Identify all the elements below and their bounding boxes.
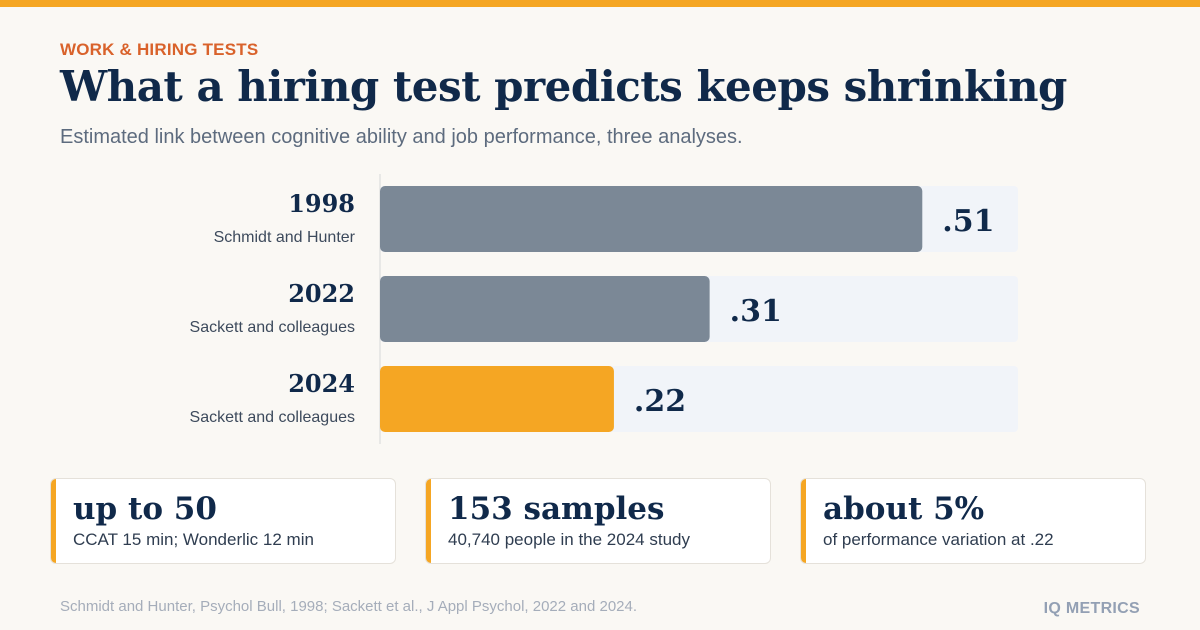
bar-value-label: .31 xyxy=(730,294,782,329)
category-source-label: Sackett and colleagues xyxy=(190,409,355,426)
category-year-label: 2022 xyxy=(288,279,355,308)
source-note: Schmidt and Hunter, Psychol Bull, 1998; … xyxy=(60,598,638,615)
top-accent-bar xyxy=(0,0,1200,7)
stat-card-accent xyxy=(801,479,806,563)
stat-value: about 5% xyxy=(823,491,985,527)
bar-2024 xyxy=(380,366,614,432)
bar-value-label: .51 xyxy=(942,204,994,239)
page-title: What a hiring test predicts keeps shrink… xyxy=(60,62,1067,111)
stat-value: up to 50 xyxy=(73,491,217,527)
stat-card-samples: 153 samples 40,740 people in the 2024 st… xyxy=(425,478,771,564)
bar-chart: .51 1998 Schmidt and Hunter .31 2022 Sackett … xyxy=(189,174,995,444)
stat-value: 153 samples xyxy=(448,491,665,527)
bar-2022 xyxy=(380,276,710,342)
page-subtitle: Estimated link between cognitive ability… xyxy=(60,126,743,148)
stat-caption: 40,740 people in the 2024 study xyxy=(448,530,690,549)
stat-card-accent xyxy=(426,479,431,563)
stat-caption: CCAT 15 min; Wonderlic 12 min xyxy=(73,530,314,549)
bar-1998 xyxy=(380,186,923,252)
brand-logo-text: IQ METRICS xyxy=(1043,600,1140,617)
category-year-label: 1998 xyxy=(288,189,355,218)
eyebrow-label: WORK & HIRING TESTS xyxy=(60,40,259,59)
bar-value-label: .22 xyxy=(634,384,686,419)
stat-caption: of performance variation at .22 xyxy=(823,530,1054,549)
stat-card-test-length: up to 50 CCAT 15 min; Wonderlic 12 min xyxy=(50,478,396,564)
stat-card-accent xyxy=(51,479,56,563)
stat-card-variation: about 5% of performance variation at .22 xyxy=(800,478,1146,564)
category-source-label: Sackett and colleagues xyxy=(190,319,355,336)
category-year-label: 2024 xyxy=(288,369,355,398)
category-source-label: Schmidt and Hunter xyxy=(214,229,356,246)
